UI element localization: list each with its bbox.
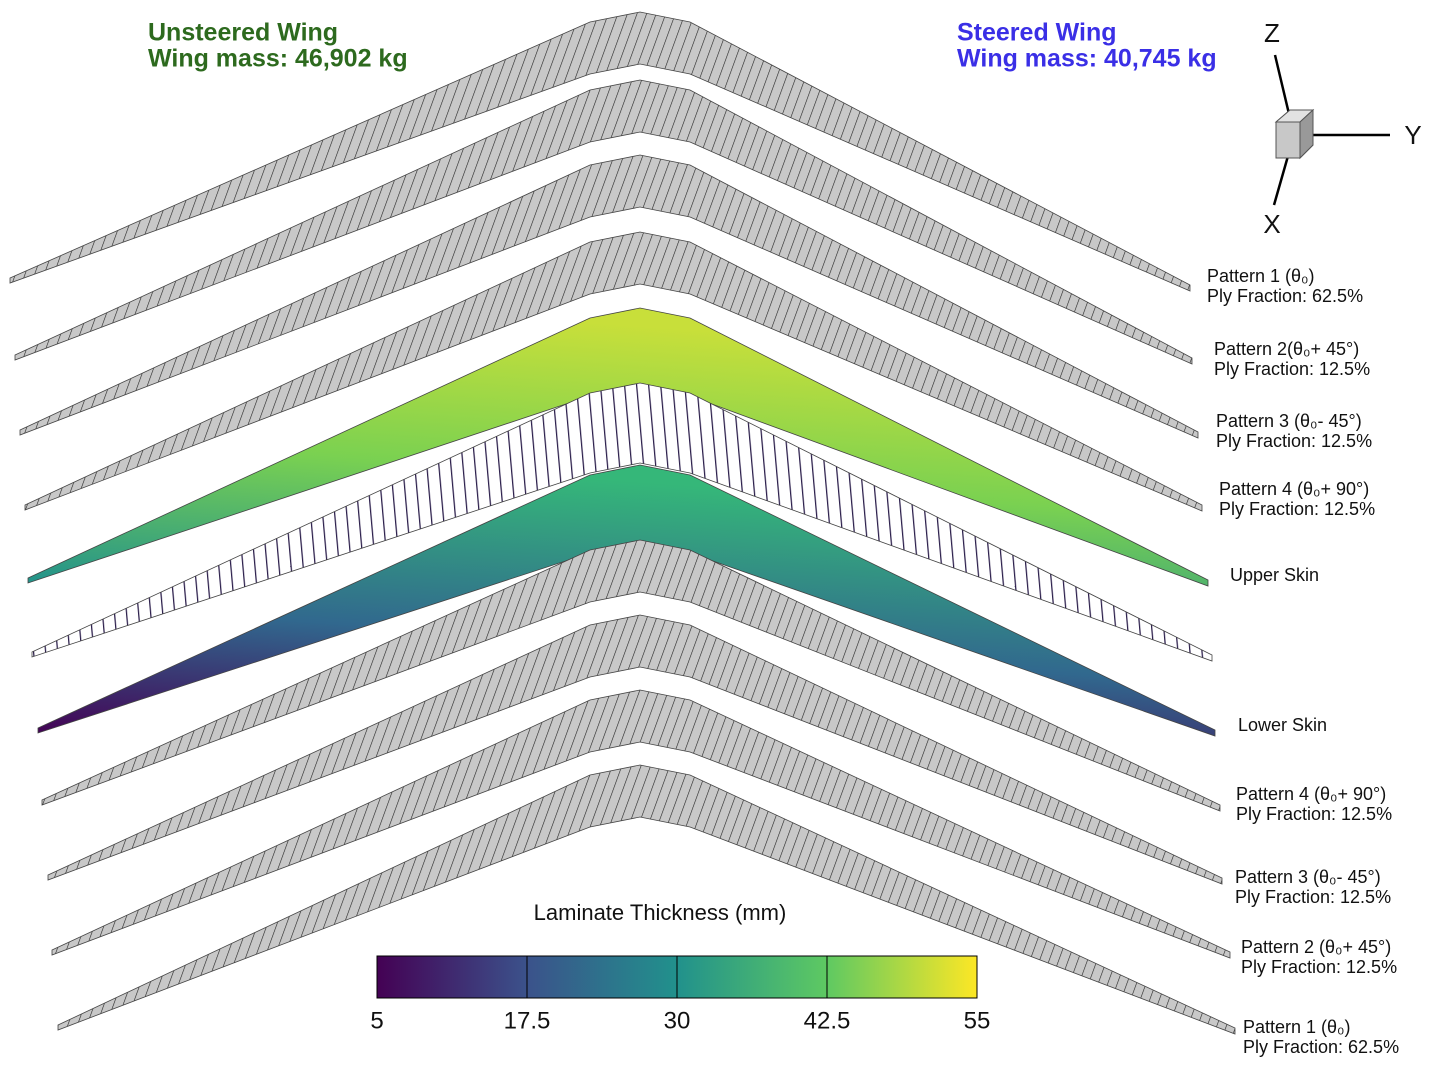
- wing-layer: [31, 382, 1213, 662]
- ply-fraction: Ply Fraction: 12.5%: [1214, 359, 1370, 379]
- wing-layer: [41, 539, 1221, 812]
- layer-name: Pattern 4 (θ₀+ 90°): [1219, 479, 1369, 499]
- y-label: Y: [1404, 120, 1421, 150]
- layer-labels: Pattern 1 (θ₀)Ply Fraction: 62.5%Pattern…: [1207, 266, 1399, 1057]
- wing-layer: [51, 689, 1231, 959]
- wing-layer: [14, 79, 1193, 365]
- layer-name: Pattern 4 (θ₀+ 90°): [1236, 784, 1386, 804]
- ply-fraction: Ply Fraction: 62.5%: [1207, 286, 1363, 306]
- unsteered-title: Unsteered Wing: [148, 19, 338, 47]
- axis-cube-side: [1299, 108, 1314, 160]
- ply-fraction: Ply Fraction: 12.5%: [1241, 957, 1397, 977]
- colorbar-tick-label: 30: [664, 1007, 691, 1034]
- wing-layer: [47, 614, 1223, 885]
- x-label: X: [1263, 209, 1280, 239]
- layer-name: Lower Skin: [1238, 715, 1327, 735]
- colorbar-tick-label: 42.5: [804, 1007, 851, 1034]
- layer-name: Pattern 2 (θ₀+ 45°): [1241, 937, 1391, 957]
- layer-name: Pattern 3 (θ₀- 45°): [1235, 867, 1381, 887]
- ply-fraction: Ply Fraction: 62.5%: [1243, 1037, 1399, 1057]
- ply-fraction: Ply Fraction: 12.5%: [1216, 431, 1372, 451]
- wing-layer: [27, 307, 1209, 587]
- wing-layer: [37, 464, 1216, 737]
- colorbar-tick-label: 17.5: [504, 1007, 551, 1034]
- layer-name: Pattern 1 (θ₀): [1207, 266, 1315, 286]
- axis-triad: [1272, 54, 1390, 206]
- ply-fraction: Ply Fraction: 12.5%: [1219, 499, 1375, 519]
- layer-name: Pattern 2(θ₀+ 45°): [1214, 339, 1359, 359]
- wing-layer: [24, 231, 1203, 512]
- unsteered-mass: Wing mass: 46,902 kg: [148, 45, 408, 73]
- colorbar-tick-label: 55: [964, 1007, 991, 1034]
- wing-layers: [9, 11, 1236, 1035]
- steered-mass: Wing mass: 40,745 kg: [957, 45, 1217, 73]
- ply-fraction: Ply Fraction: 12.5%: [1236, 804, 1392, 824]
- steered-title: Steered Wing: [957, 19, 1117, 47]
- colorbar-title: Laminate Thickness (mm): [534, 900, 787, 925]
- z-label: Z: [1264, 18, 1280, 48]
- wing-layer: [57, 764, 1236, 1035]
- layer-name: Upper Skin: [1230, 565, 1319, 585]
- wing-layer: [19, 154, 1199, 439]
- colorbar-tick-label: 5: [370, 1007, 383, 1034]
- wing-layer: [9, 11, 1191, 292]
- layer-name: Pattern 3 (θ₀- 45°): [1216, 411, 1362, 431]
- colorbar-ticks: 5 17.5 30 42.5 55: [370, 956, 990, 1034]
- ply-fraction: Ply Fraction: 12.5%: [1235, 887, 1391, 907]
- layer-name: Pattern 1 (θ₀): [1243, 1017, 1351, 1037]
